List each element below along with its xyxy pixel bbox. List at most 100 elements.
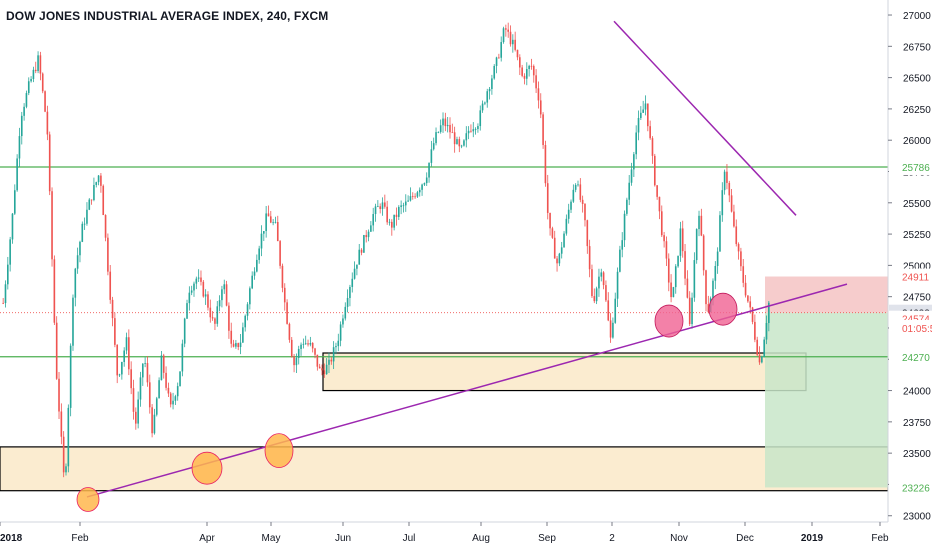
candle-body	[744, 282, 747, 296]
candle-body	[197, 277, 200, 279]
candle-body	[500, 42, 503, 58]
candle-body	[721, 190, 724, 216]
candle-body	[467, 130, 470, 134]
price-tick-label: 26500	[903, 74, 931, 85]
candle-body	[318, 366, 321, 369]
candle-body	[472, 129, 475, 132]
price-label-box	[889, 348, 932, 365]
time-axis	[0, 522, 932, 550]
candle-body	[642, 109, 644, 113]
candle-body	[605, 285, 607, 301]
candle-body	[135, 411, 137, 424]
candle-body	[258, 248, 260, 260]
candle-body	[558, 253, 561, 264]
candle-body	[218, 300, 221, 307]
candle-body	[107, 237, 109, 272]
candle-body	[162, 355, 165, 373]
candle-body	[507, 29, 509, 32]
candle-body	[658, 196, 661, 212]
candle-body	[602, 272, 605, 286]
candle-body	[404, 201, 407, 206]
candle-body	[311, 343, 314, 349]
candle-body	[232, 343, 235, 347]
candle-body	[751, 307, 754, 322]
candle-body	[651, 138, 654, 156]
demand-zone	[322, 352, 807, 392]
candle-body	[393, 214, 395, 228]
candle-body	[339, 324, 342, 341]
candle-body	[677, 255, 679, 267]
falling-trendline	[613, 20, 797, 216]
candle-body	[323, 370, 326, 375]
candle-body	[62, 436, 65, 473]
candle-body	[251, 275, 253, 289]
candle-body	[125, 337, 128, 351]
candle-body	[97, 175, 100, 183]
candle-body	[367, 231, 370, 238]
candle-body	[60, 411, 63, 437]
candle-body	[109, 271, 112, 300]
candle-body	[667, 258, 670, 283]
candle-body	[409, 196, 412, 201]
candle-body	[111, 299, 114, 319]
candle-body	[572, 189, 575, 202]
candle-body	[256, 259, 258, 272]
candle-body	[756, 339, 759, 355]
candle-body	[488, 89, 491, 92]
price-label-box	[889, 268, 932, 285]
candle-body	[216, 306, 219, 324]
candle-body	[672, 287, 675, 298]
candle-body	[663, 235, 665, 242]
take-profit-zone	[765, 312, 888, 488]
candle-body	[351, 278, 354, 287]
candle-body	[9, 239, 11, 265]
candle-body	[525, 69, 528, 79]
candle-body	[90, 199, 93, 201]
candle-body	[160, 355, 163, 381]
candle-body	[758, 354, 761, 363]
candle-body	[58, 378, 60, 412]
candle-body	[332, 347, 335, 362]
candle-body	[195, 278, 198, 284]
candle-body	[761, 357, 763, 363]
candle-body	[13, 190, 16, 214]
candle-body	[565, 218, 568, 234]
price-tick-label: 23750	[903, 418, 931, 429]
candle-body	[186, 303, 188, 319]
candle-body	[20, 115, 23, 137]
candle-body	[614, 298, 617, 323]
candle-body	[451, 132, 454, 134]
candle-body	[353, 268, 356, 279]
candle-body	[279, 241, 281, 266]
candle-body	[581, 199, 584, 204]
price-tick-label: 27000	[903, 11, 931, 22]
candle-body	[442, 118, 444, 126]
candle-body	[349, 286, 351, 298]
candle-body	[528, 65, 530, 70]
candle-body	[281, 265, 284, 288]
time-tick-label: Feb	[871, 533, 889, 544]
time-tick-label: May	[262, 533, 281, 544]
trendline-touch-marker	[264, 433, 294, 469]
candle-body	[372, 214, 375, 226]
candle-body	[577, 184, 579, 186]
candle-body	[30, 79, 32, 82]
candle-body	[551, 228, 554, 238]
candle-body	[598, 276, 600, 289]
candle-body	[51, 191, 53, 260]
candle-body	[146, 363, 149, 383]
candle-body	[223, 284, 226, 290]
time-tick-label: Sep	[538, 533, 556, 544]
candle-body	[183, 318, 186, 344]
candle-body	[688, 297, 691, 325]
candle-body	[542, 114, 544, 146]
candle-body	[27, 81, 30, 94]
candle-body	[67, 407, 70, 467]
price-label: 01:05:5	[902, 324, 932, 335]
candle-body	[435, 132, 437, 144]
candle-body	[221, 289, 223, 301]
candle-body	[155, 398, 158, 415]
candle-body	[523, 75, 526, 79]
price-tick-label: 25500	[903, 199, 931, 210]
